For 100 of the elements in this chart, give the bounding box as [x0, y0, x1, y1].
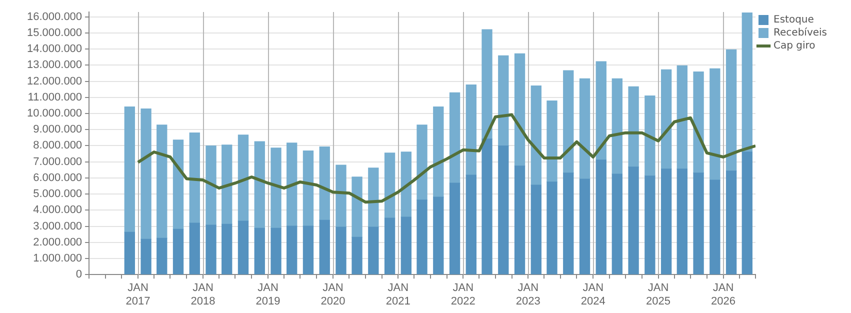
- x-tick-label: JAN 2022: [450, 282, 476, 308]
- y-tick-label: 14.000.000: [26, 43, 82, 56]
- bar: [172, 228, 184, 274]
- bar: [368, 168, 379, 228]
- bar: [400, 216, 412, 274]
- x-tick-label: JAN 2024: [580, 282, 606, 308]
- bar: [189, 222, 200, 274]
- bar: [612, 174, 622, 274]
- y-tick-label: 1.000.000: [33, 252, 82, 265]
- y-tick-label: 9.000.000: [33, 124, 82, 136]
- bar: [693, 71, 704, 174]
- bar: [124, 106, 135, 233]
- bar: [222, 224, 232, 274]
- bar: [660, 69, 672, 170]
- bar: [286, 226, 298, 274]
- bar: [238, 134, 249, 222]
- bar: [644, 95, 656, 176]
- bar: [384, 218, 396, 274]
- bar: [368, 226, 379, 274]
- y-tick-label: 11.000.000: [28, 91, 82, 104]
- bar: [319, 146, 330, 220]
- x-tick-label: JAN 2021: [386, 282, 410, 308]
- bar: [612, 78, 622, 174]
- bar: [563, 70, 574, 174]
- bar: [482, 138, 492, 274]
- bar: [742, 152, 752, 274]
- bar: [676, 168, 688, 274]
- bar: [742, 12, 752, 152]
- y-tick-label: 8.000.000: [33, 140, 82, 152]
- y-tick-label: 10.000.000: [26, 108, 82, 120]
- bar: [449, 92, 460, 184]
- bar: [466, 174, 476, 274]
- bar: [676, 65, 688, 170]
- bar: [140, 108, 152, 240]
- bar: [254, 228, 265, 274]
- x-tick-label: JAN 2019: [256, 282, 280, 308]
- bar: [416, 124, 428, 200]
- bar: [628, 166, 639, 274]
- y-tick-label: 5.000.000: [33, 188, 82, 200]
- bar: [498, 55, 509, 146]
- y-tick-label: 13.000.000: [26, 59, 82, 72]
- bar: [206, 146, 216, 226]
- bar: [352, 176, 362, 238]
- bar: [124, 232, 135, 274]
- x-tick-label: JAN 2023: [516, 282, 540, 308]
- bar: [530, 85, 542, 186]
- bar: [726, 170, 737, 274]
- bar: [172, 140, 184, 230]
- bar: [596, 160, 606, 274]
- y-tick-label: 16.000.000: [26, 10, 82, 23]
- bar: [238, 220, 249, 274]
- bar: [400, 152, 412, 218]
- bar: [270, 228, 282, 274]
- bar: [270, 148, 282, 229]
- y-tick-label: 4.000.000: [33, 204, 82, 216]
- bar: [710, 68, 720, 180]
- bar: [449, 182, 460, 274]
- legend-label: Cap giro: [774, 40, 816, 52]
- bar: [336, 226, 346, 274]
- bar: [482, 29, 492, 140]
- bar: [222, 144, 232, 225]
- bar: [319, 220, 330, 274]
- bar: [514, 166, 526, 274]
- bar: [140, 238, 152, 274]
- bar: [433, 196, 444, 274]
- y-tick-label: 12.000.000: [26, 75, 82, 88]
- bar: [189, 132, 200, 224]
- legend-label: Estoque: [774, 14, 814, 26]
- bar: [302, 226, 314, 274]
- bar: [156, 124, 168, 239]
- bar: [546, 182, 558, 274]
- x-tick-label: JAN 2018: [190, 282, 216, 308]
- bar: [660, 168, 672, 274]
- bar: [710, 180, 720, 274]
- bar: [693, 172, 704, 274]
- x-tick-label: JAN 2020: [320, 282, 346, 308]
- bar: [352, 236, 362, 274]
- legend-label: Recebíveis: [774, 28, 828, 39]
- bar: [433, 106, 444, 198]
- bar: [579, 178, 590, 274]
- bar: [206, 224, 216, 274]
- y-tick-label: 15.000.000: [26, 26, 82, 39]
- y-tick-label: 2.000.000: [33, 236, 82, 248]
- bar: [579, 78, 590, 180]
- bar: [156, 238, 168, 274]
- bar: [530, 184, 542, 274]
- bar: [302, 150, 314, 226]
- bar: [628, 86, 639, 168]
- y-tick-label: 0: [76, 268, 82, 281]
- x-tick-label: JAN 2017: [126, 282, 150, 308]
- bar: [514, 53, 526, 166]
- bar: [286, 142, 298, 226]
- bar: [384, 152, 396, 218]
- y-tick-label: 3.000.000: [33, 220, 82, 232]
- bar: [336, 164, 346, 228]
- x-tick-label: JAN 2025: [646, 282, 671, 308]
- bar: [546, 100, 558, 182]
- bar: [498, 146, 509, 274]
- bar: [726, 49, 737, 172]
- bar: [466, 84, 476, 176]
